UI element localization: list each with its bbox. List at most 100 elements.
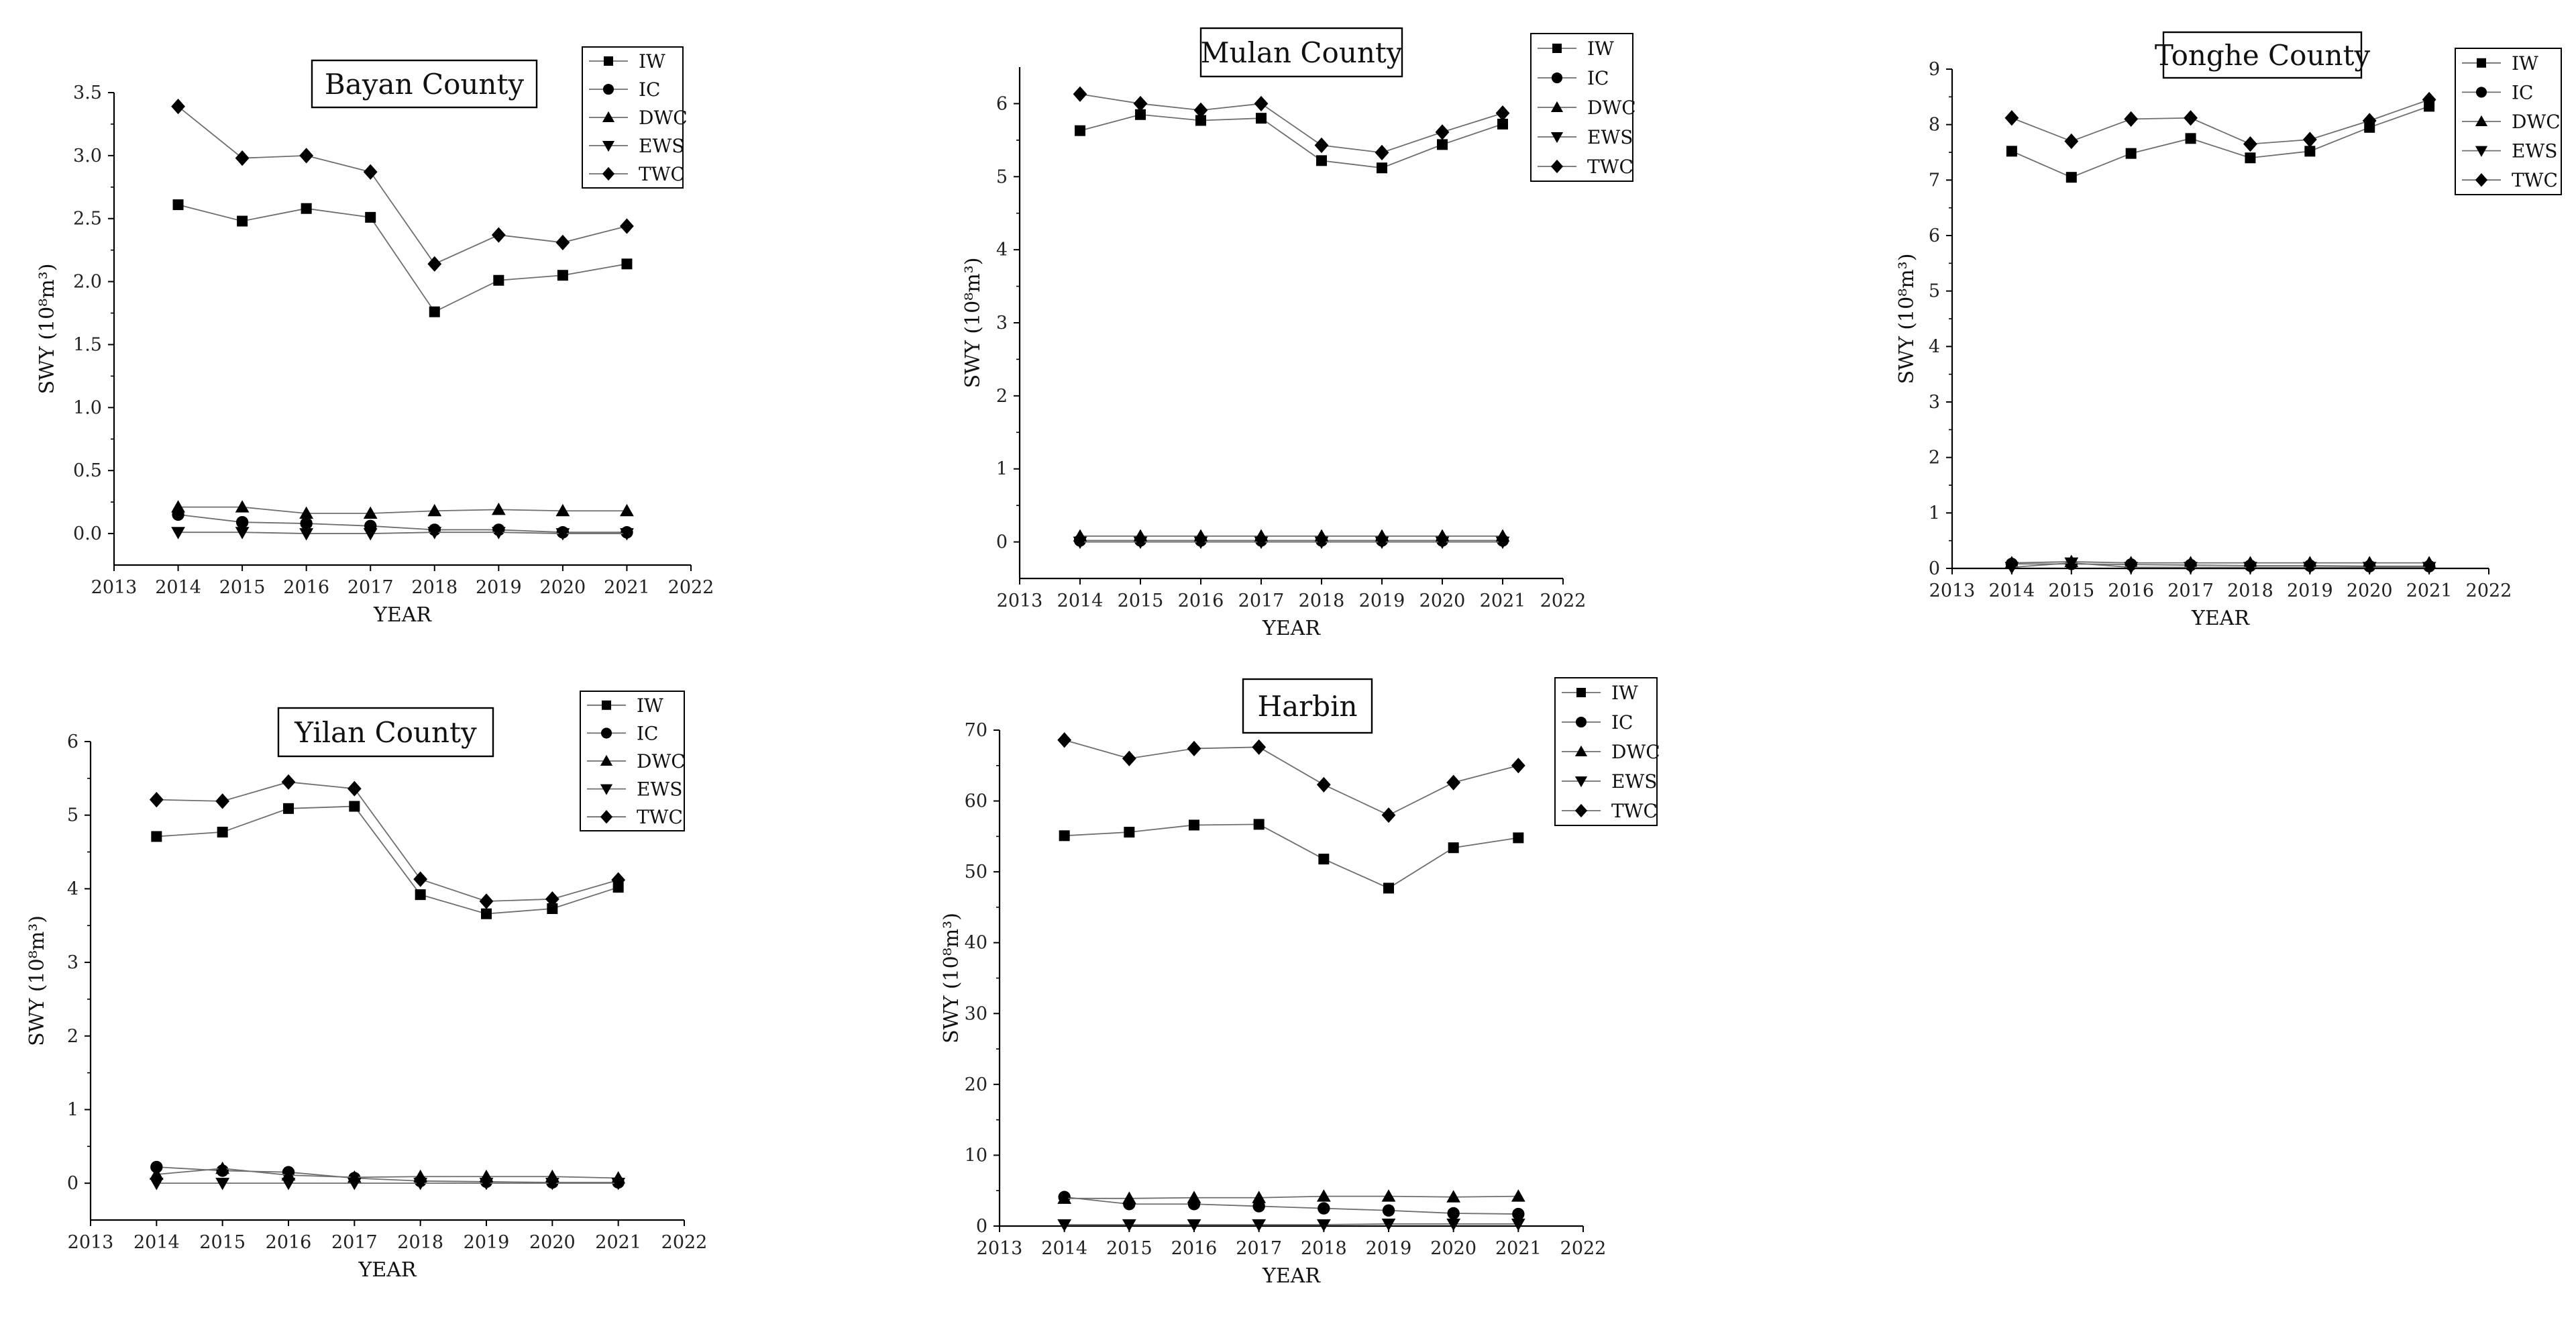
legend-label: EWS: [637, 778, 682, 801]
series-line-dwc: [2011, 561, 2430, 564]
data-point-iw: [1253, 819, 1265, 830]
legend-marker-ews: [1574, 776, 1588, 788]
data-point-ews: [1495, 536, 1510, 549]
data-point-dwc: [1187, 1190, 1201, 1203]
data-point-ews: [1511, 1218, 1525, 1231]
data-point-iw: [1377, 162, 1387, 174]
x-tick-label: 2017: [347, 577, 394, 598]
chart-title: Harbin: [1257, 690, 1357, 723]
legend-marker-dwc: [1574, 745, 1588, 756]
data-point-iw: [1124, 827, 1135, 838]
y-tick-label: 0: [67, 1173, 78, 1194]
chart-title: Tonghe County: [2155, 39, 2371, 72]
series-line-ic: [178, 514, 627, 534]
data-point-dwc: [1057, 1191, 1072, 1204]
legend-marker-ews: [1550, 132, 1564, 144]
data-point-ews: [611, 1178, 626, 1190]
data-point-iw: [217, 826, 228, 838]
data-point-ews: [545, 1178, 559, 1190]
data-point-ews: [281, 1178, 296, 1190]
legend-label: DWC: [1587, 97, 1636, 119]
legend-label: IW: [1611, 682, 1638, 704]
data-point-ews: [1187, 1219, 1201, 1232]
x-tick-label: 2017: [331, 1232, 378, 1253]
data-point-twc: [2124, 111, 2139, 127]
data-point-twc: [215, 793, 230, 809]
legend-label: IW: [639, 50, 665, 72]
series-line-iw: [1064, 823, 1519, 889]
data-point-twc: [2422, 91, 2436, 108]
chart-title: Yilan County: [294, 716, 477, 749]
series-line-twc: [1079, 93, 1503, 154]
legend-label: DWC: [2512, 111, 2561, 133]
data-point-twc: [1187, 740, 1201, 757]
x-tick-label: 2021: [2406, 580, 2453, 601]
x-tick-label: 2014: [133, 1232, 180, 1253]
data-point-iw: [1497, 118, 1508, 130]
data-point-twc: [235, 150, 250, 166]
x-tick-label: 2013: [68, 1232, 114, 1253]
data-point-iw: [2245, 152, 2256, 164]
data-point-ews: [2004, 562, 2019, 574]
y-tick-label: 2.5: [73, 209, 102, 230]
data-point-ews: [2184, 562, 2198, 574]
x-tick-label: 2013: [91, 577, 138, 598]
data-point-dwc: [491, 502, 506, 515]
chart-panel-1: 0.0 0.5 1.0 1.5 2.0 2.5 3.0 3.5 2013 2014 2015 2016…: [36, 46, 714, 627]
y-tick-label: 6: [996, 93, 1008, 114]
data-point-ews: [215, 1178, 230, 1190]
series-line-iw: [178, 204, 627, 313]
x-tick-label: 2016: [283, 577, 329, 598]
y-tick-label: 3.0: [73, 146, 102, 166]
legend-marker-ic: [1551, 72, 1563, 84]
data-point-ic: [235, 515, 249, 529]
legend-label: TWC: [2512, 169, 2558, 191]
data-point-ews: [2362, 562, 2377, 574]
chart-panel-3: 0 1 2 3 4 5 6 7 8 9 2013 2014 2015 2016 2017 2018 2019 20…: [1895, 31, 2562, 630]
data-point-ews: [1073, 536, 1087, 549]
data-point-iw: [429, 306, 440, 317]
data-point-iw: [301, 203, 312, 214]
x-tick-label: 2018: [1299, 591, 1345, 611]
data-point-dwc: [215, 1161, 230, 1174]
data-point-dwc: [620, 503, 634, 517]
data-point-iw: [1318, 854, 1330, 865]
series-line-dwc: [178, 506, 627, 514]
data-point-iw: [493, 274, 504, 286]
data-point-twc: [149, 792, 164, 808]
x-tick-label: 2016: [1171, 1238, 1218, 1259]
y-tick-label: 4: [996, 240, 1008, 260]
data-point-iw: [621, 258, 633, 270]
data-point-twc: [2004, 110, 2019, 126]
data-point-dwc: [235, 500, 250, 513]
x-axis-label: YEAR: [358, 1258, 417, 1282]
legend-label: IC: [2512, 81, 2533, 103]
y-tick-label: 1.0: [73, 397, 102, 418]
y-tick-label: 20: [965, 1074, 987, 1095]
data-point-twc: [427, 256, 442, 272]
x-tick-label: 2021: [604, 577, 650, 598]
data-point-twc: [1375, 144, 1389, 160]
data-point-twc: [1435, 124, 1450, 140]
data-point-twc: [2362, 113, 2377, 129]
data-point-iw: [1513, 832, 1524, 844]
legend-marker-ews: [602, 141, 615, 152]
y-tick-label: 2: [996, 386, 1008, 407]
x-tick-label: 2014: [1989, 580, 2035, 601]
x-axis-label: YEAR: [373, 603, 432, 627]
x-axis-label: YEAR: [1262, 1264, 1321, 1288]
data-point-twc: [611, 872, 626, 888]
data-point-twc: [1446, 774, 1461, 791]
data-point-ews: [620, 528, 634, 541]
x-tick-label: 2019: [2287, 580, 2333, 601]
legend-label: IC: [1611, 711, 1633, 733]
data-point-ews: [1375, 536, 1389, 549]
legend-marker-dwc: [600, 754, 613, 766]
data-point-ews: [413, 1178, 428, 1190]
y-tick-label: 8: [1929, 115, 1940, 136]
legend-marker-ews: [600, 784, 613, 795]
data-point-iw: [1189, 819, 1199, 831]
data-point-ews: [1122, 1219, 1136, 1232]
legend-label: EWS: [2512, 140, 2557, 162]
